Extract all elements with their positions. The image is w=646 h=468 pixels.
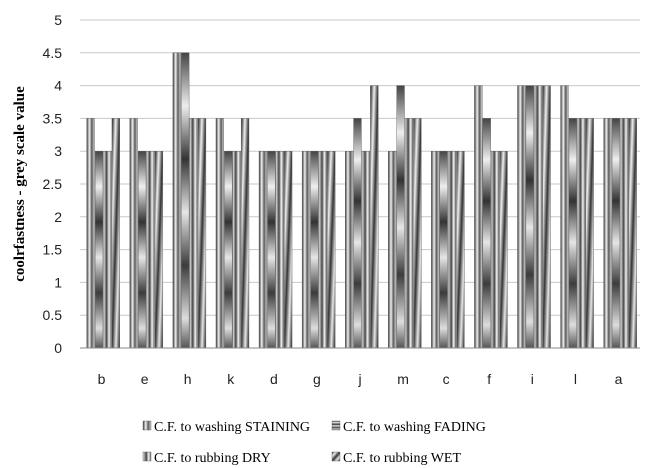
y-tick-label: 1.5	[43, 242, 63, 258]
bar	[301, 150, 311, 349]
bar	[318, 150, 327, 349]
bar	[628, 118, 637, 349]
bar	[197, 118, 207, 349]
bar	[181, 52, 190, 349]
bar	[474, 85, 483, 349]
bar	[154, 150, 164, 349]
bar	[189, 118, 198, 349]
bar	[404, 118, 414, 349]
x-category-label: e	[141, 371, 149, 387]
bar	[284, 150, 293, 349]
y-tick-label: 0	[54, 340, 62, 356]
x-category-label: g	[313, 371, 321, 387]
bar	[413, 118, 422, 349]
x-category-label: b	[98, 371, 106, 387]
y-tick-label: 3.5	[43, 110, 63, 126]
bar	[491, 150, 500, 349]
bar	[534, 85, 543, 349]
x-category-label: c	[443, 371, 450, 387]
x-category-label: l	[574, 371, 577, 387]
bar	[499, 150, 508, 349]
bar	[138, 150, 147, 349]
legend-entry: C.F. to washing STAINING	[154, 420, 310, 435]
bar	[568, 118, 577, 349]
bar	[585, 118, 594, 349]
bar	[482, 118, 491, 349]
bar	[611, 118, 621, 349]
bar	[240, 118, 250, 349]
bar	[396, 85, 405, 349]
legend-entry: C.F. to washing FADING	[343, 420, 486, 435]
bar	[603, 118, 612, 349]
bar	[224, 150, 233, 349]
bar	[456, 150, 465, 349]
bar	[172, 52, 181, 349]
bar	[560, 85, 569, 349]
bar	[129, 118, 138, 349]
legend-entry: C.F. to rubbing WET	[343, 451, 461, 466]
bar	[439, 150, 448, 349]
bar	[103, 150, 112, 349]
bar	[267, 150, 276, 349]
x-category-label: f	[487, 371, 491, 387]
bar	[517, 85, 526, 349]
bar	[577, 118, 586, 349]
x-category-label: j	[357, 371, 361, 387]
bar	[361, 150, 371, 349]
legend-swatch	[142, 451, 152, 462]
x-category-label: h	[184, 371, 192, 387]
legend-swatch	[331, 451, 341, 462]
y-tick-label: 5	[54, 12, 62, 28]
y-tick-label: 3	[54, 143, 62, 159]
bar	[215, 118, 224, 349]
bar	[232, 150, 241, 349]
legend-swatch	[331, 420, 341, 431]
x-category-label: i	[531, 371, 534, 387]
y-tick-label: 1	[54, 274, 62, 290]
legend: C.F. to washing STAINING C.F. to washing …	[142, 420, 486, 466]
y-tick-label: 4	[54, 78, 62, 94]
bar	[94, 150, 104, 349]
bar	[370, 85, 379, 349]
x-category-label: k	[227, 371, 235, 387]
x-category-label: a	[615, 371, 623, 387]
bar	[353, 118, 362, 349]
bar	[275, 150, 284, 349]
bar	[258, 150, 268, 349]
bars	[86, 52, 637, 349]
bar	[310, 150, 319, 349]
y-tick-label: 0.5	[43, 307, 63, 323]
y-axis-label: coolrfastness - grey scale value	[12, 86, 28, 282]
y-axis-ticks: 0 0.5 1 1.5 2 2.5 3 3.5 4 4.5 5	[43, 12, 63, 356]
bar	[542, 85, 551, 349]
y-tick-label: 2	[54, 209, 62, 225]
bar	[327, 150, 336, 349]
legend-swatch	[142, 420, 152, 431]
x-category-label: m	[397, 371, 409, 387]
bar	[620, 118, 629, 349]
bar	[525, 85, 534, 349]
bar	[345, 150, 354, 349]
bar	[111, 118, 120, 349]
x-category-label: d	[270, 371, 278, 387]
y-tick-label: 2.5	[43, 176, 63, 192]
legend-entry: C.F. to rubbing DRY	[154, 451, 271, 466]
bar	[146, 150, 155, 349]
y-tick-label: 4.5	[43, 45, 63, 61]
bar	[431, 150, 440, 349]
bar	[86, 118, 95, 349]
bar	[447, 150, 457, 349]
bar	[388, 150, 397, 349]
